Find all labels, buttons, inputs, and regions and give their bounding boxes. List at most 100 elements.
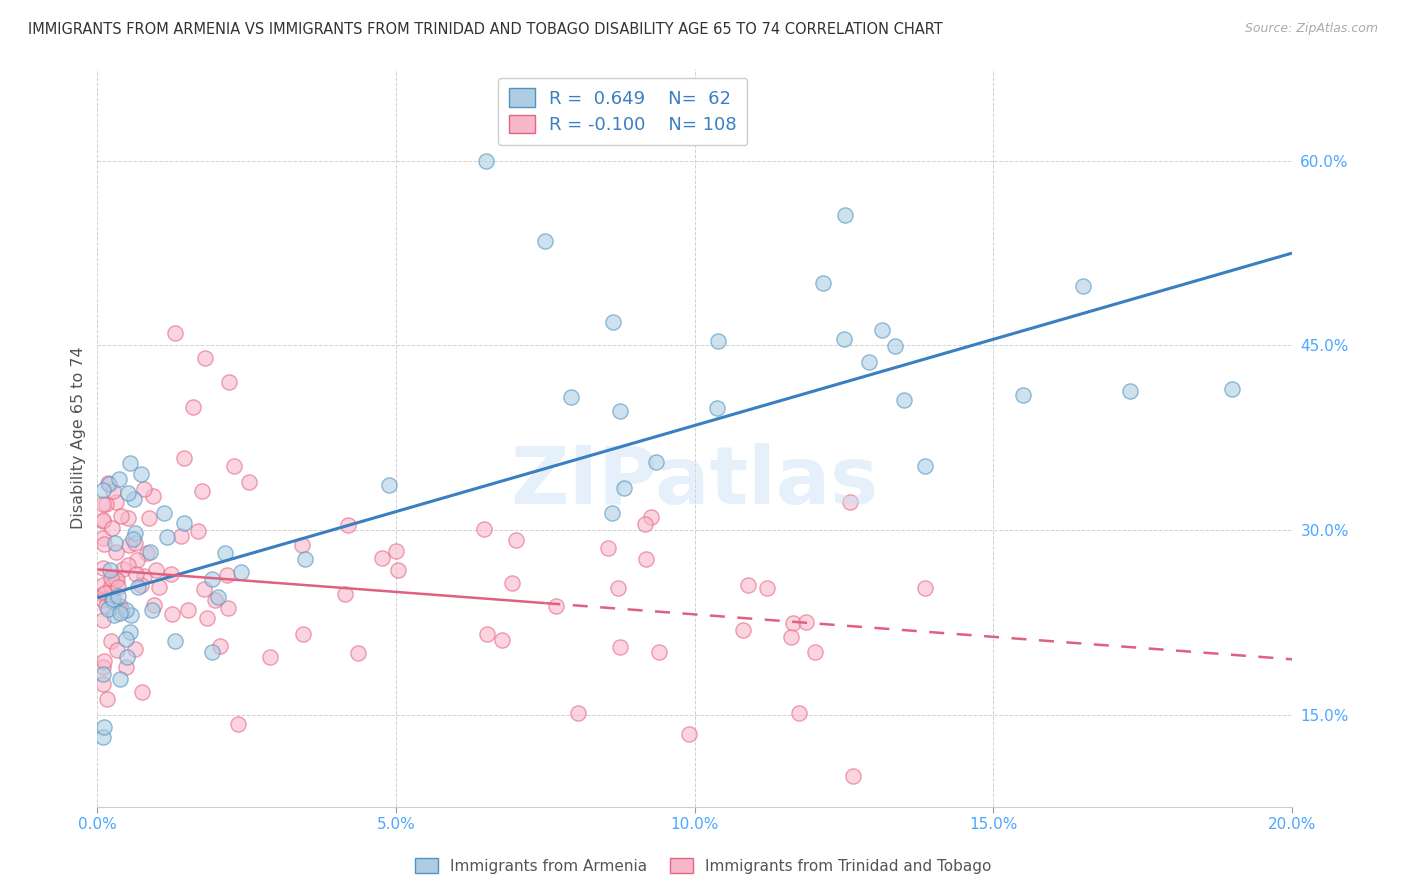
Point	[131, 685, 153, 699]
Point	[177, 603, 200, 617]
Point	[1119, 384, 1142, 398]
Point	[201, 572, 224, 586]
Point	[100, 633, 122, 648]
Point	[207, 590, 229, 604]
Point	[165, 634, 187, 648]
Point	[173, 451, 195, 466]
Point	[138, 511, 160, 525]
Point	[124, 535, 146, 549]
Point	[129, 467, 152, 481]
Point	[103, 608, 125, 623]
Point	[103, 484, 125, 499]
Point	[93, 720, 115, 734]
Point	[731, 623, 754, 637]
Point	[229, 565, 252, 579]
Point	[91, 677, 114, 691]
Point	[224, 458, 246, 473]
Legend: R =  0.649    N=  62, R = -0.100    N= 108: R = 0.649 N= 62, R = -0.100 N= 108	[499, 78, 748, 145]
Point	[101, 594, 124, 608]
Point	[142, 489, 165, 503]
Text: Source: ZipAtlas.com: Source: ZipAtlas.com	[1244, 22, 1378, 36]
Point	[148, 580, 170, 594]
Point	[194, 351, 217, 365]
Point	[105, 573, 128, 587]
Point	[217, 601, 239, 615]
Point	[93, 593, 115, 607]
Point	[141, 603, 163, 617]
Point	[136, 546, 159, 560]
Point	[105, 495, 128, 509]
Point	[596, 541, 619, 555]
Point	[600, 506, 623, 520]
Point	[609, 404, 631, 418]
Point	[811, 276, 834, 290]
Point	[648, 645, 671, 659]
Point	[491, 632, 513, 647]
Point	[115, 659, 138, 673]
Point	[347, 647, 370, 661]
Point	[152, 506, 174, 520]
Point	[782, 615, 804, 630]
Point	[883, 338, 905, 352]
Point	[1220, 382, 1243, 396]
Point	[97, 476, 120, 491]
Point	[858, 354, 880, 368]
Point	[118, 538, 141, 552]
Point	[111, 604, 134, 618]
Point	[208, 639, 231, 653]
Point	[1071, 278, 1094, 293]
Point	[560, 390, 582, 404]
Point	[91, 587, 114, 601]
Point	[505, 533, 527, 547]
Point	[91, 660, 114, 674]
Point	[93, 586, 115, 600]
Point	[534, 234, 557, 248]
Point	[107, 589, 129, 603]
Point	[173, 516, 195, 531]
Point	[98, 563, 121, 577]
Point	[870, 322, 893, 336]
Point	[163, 326, 186, 340]
Point	[115, 632, 138, 647]
Point	[193, 582, 215, 596]
Point	[93, 537, 115, 551]
Point	[613, 481, 636, 495]
Point	[291, 538, 314, 552]
Point	[96, 599, 118, 613]
Point	[378, 477, 401, 491]
Point	[139, 545, 162, 559]
Point	[214, 546, 236, 560]
Point	[132, 569, 155, 583]
Point	[125, 566, 148, 581]
Point	[706, 401, 728, 415]
Point	[834, 208, 856, 222]
Point	[120, 456, 142, 470]
Point	[187, 524, 209, 538]
Point	[110, 509, 132, 524]
Point	[104, 544, 127, 558]
Point	[609, 640, 631, 655]
Point	[143, 599, 166, 613]
Point	[94, 497, 117, 511]
Point	[97, 583, 120, 598]
Point	[91, 483, 114, 497]
Point	[634, 516, 657, 531]
Point	[93, 654, 115, 668]
Point	[914, 458, 936, 473]
Point	[91, 666, 114, 681]
Point	[803, 645, 825, 659]
Point	[97, 476, 120, 491]
Point	[914, 582, 936, 596]
Point	[117, 486, 139, 500]
Point	[544, 599, 567, 613]
Point	[156, 530, 179, 544]
Point	[201, 645, 224, 659]
Point	[387, 563, 409, 577]
Point	[132, 482, 155, 496]
Point	[91, 514, 114, 528]
Text: ZIPatlas: ZIPatlas	[510, 443, 879, 521]
Point	[91, 561, 114, 575]
Point	[371, 550, 394, 565]
Point	[567, 706, 589, 720]
Point	[100, 579, 122, 593]
